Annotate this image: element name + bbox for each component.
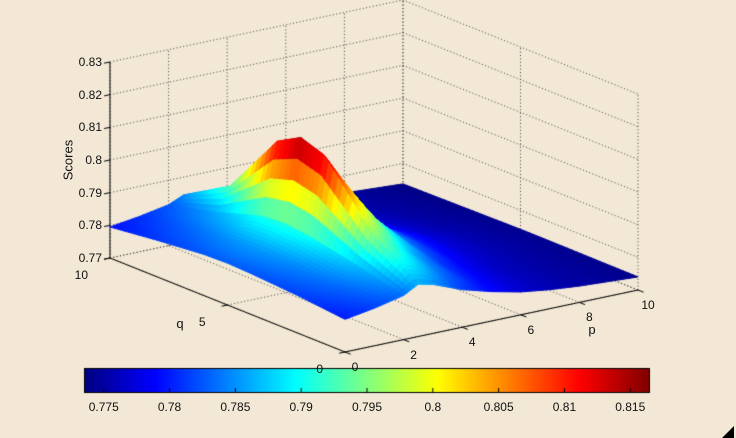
- x-axis-label: p: [588, 322, 596, 337]
- z-axis-label: Scores: [60, 139, 76, 181]
- mouse-cursor-artifact: [722, 426, 734, 438]
- y-axis-label: q: [176, 316, 184, 331]
